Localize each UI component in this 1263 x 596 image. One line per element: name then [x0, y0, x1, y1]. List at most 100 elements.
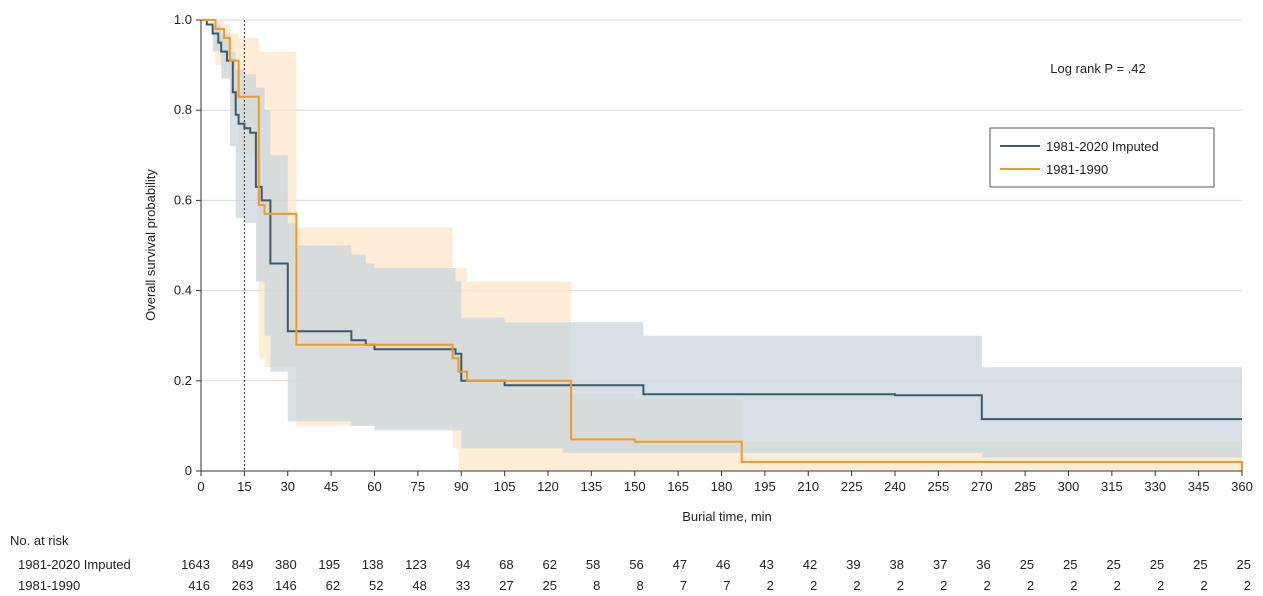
risk-cell: 56 — [629, 557, 643, 572]
risk-table-values: 1643 849 380 195 138 123 94 68 62 58 56 47 46 43 42 39 3… — [181, 557, 1251, 593]
x-tick-label: 240 — [884, 479, 906, 494]
risk-cell: 380 — [275, 557, 297, 572]
risk-cell: 1643 — [181, 557, 210, 572]
risk-cell: 25 — [1150, 557, 1164, 572]
band-imputed — [201, 20, 1242, 458]
x-tick-label: 360 — [1231, 479, 1253, 494]
x-tick-label: 15 — [237, 479, 251, 494]
survival-curves — [201, 19, 1243, 471]
x-tick-label: 330 — [1144, 479, 1166, 494]
risk-cell: 263 — [232, 578, 254, 593]
x-tick-label: 0 — [197, 479, 204, 494]
x-tick-label: 195 — [754, 479, 776, 494]
risk-cell: 146 — [275, 578, 297, 593]
x-tick-label: 60 — [367, 479, 381, 494]
risk-cell: 38 — [890, 557, 904, 572]
risk-cell: 43 — [759, 557, 773, 572]
x-axis-label: Burial time, min — [682, 509, 772, 524]
risk-cell: 7 — [723, 578, 730, 593]
risk-cell: 2 — [1244, 578, 1251, 593]
risk-cell: 2 — [1200, 578, 1207, 593]
y-tick-label: 1.0 — [174, 12, 192, 27]
risk-cell: 2 — [1027, 578, 1034, 593]
risk-table-title: No. at risk — [10, 533, 69, 548]
x-tick-label: 45 — [324, 479, 338, 494]
risk-cell: 62 — [543, 557, 557, 572]
risk-cell: 25 — [1237, 557, 1251, 572]
risk-cell: 33 — [456, 578, 470, 593]
y-tick-label: 0.4 — [174, 283, 192, 298]
risk-cell: 2 — [853, 578, 860, 593]
x-tick-label: 315 — [1101, 479, 1123, 494]
risk-cell: 849 — [232, 557, 254, 572]
risk-cell: 8 — [637, 578, 644, 593]
risk-cell: 2 — [897, 578, 904, 593]
x-tick-label: 225 — [841, 479, 863, 494]
risk-cell: 416 — [188, 578, 210, 593]
risk-table: No. at risk 1981-2020 Imputed 1981-1990 … — [10, 533, 1251, 593]
risk-cell: 2 — [767, 578, 774, 593]
risk-cell: 2 — [1070, 578, 1077, 593]
risk-row-label-period: 1981-1990 — [18, 578, 80, 593]
risk-cell: 25 — [1063, 557, 1077, 572]
curve-period — [201, 19, 1243, 471]
risk-cell: 39 — [846, 557, 860, 572]
y-tick-label: 0.8 — [174, 102, 192, 117]
x-tick-label: 165 — [667, 479, 689, 494]
risk-row-label-imputed: 1981-2020 Imputed — [18, 557, 131, 572]
x-tick-label: 150 — [624, 479, 646, 494]
risk-cell: 42 — [803, 557, 817, 572]
x-tick-label: 105 — [494, 479, 516, 494]
risk-cell: 25 — [543, 578, 557, 593]
risk-cell: 68 — [499, 557, 513, 572]
risk-cell: 94 — [456, 557, 470, 572]
x-tick-label: 285 — [1014, 479, 1036, 494]
risk-cell: 58 — [586, 557, 600, 572]
risk-cell: 52 — [369, 578, 383, 593]
risk-cell: 48 — [412, 578, 426, 593]
risk-cell: 2 — [1114, 578, 1121, 593]
x-tick-label: 345 — [1188, 479, 1210, 494]
risk-cell: 8 — [593, 578, 600, 593]
y-tick-label: 0 — [185, 463, 192, 478]
risk-cell: 37 — [933, 557, 947, 572]
risk-cell: 36 — [976, 557, 990, 572]
x-tick-label: 90 — [454, 479, 468, 494]
x-tick-label: 135 — [581, 479, 603, 494]
legend-label-period: 1981-1990 — [1046, 162, 1108, 177]
risk-cell: 195 — [318, 557, 340, 572]
legend-label-imputed: 1981-2020 Imputed — [1046, 139, 1159, 154]
risk-cell: 46 — [716, 557, 730, 572]
risk-cell: 7 — [680, 578, 687, 593]
x-tick-label: 300 — [1058, 479, 1080, 494]
risk-cell: 2 — [1157, 578, 1164, 593]
risk-cell: 2 — [940, 578, 947, 593]
risk-cell: 2 — [984, 578, 991, 593]
confidence-bands — [201, 20, 1242, 471]
y-tick-label: 0.2 — [174, 373, 192, 388]
x-tick-label: 120 — [537, 479, 559, 494]
risk-cell: 138 — [362, 557, 384, 572]
x-tick-label: 75 — [411, 479, 425, 494]
legend-box — [989, 127, 1215, 188]
log-rank-annotation: Log rank P = .42 — [1050, 61, 1146, 76]
curve-imputed — [201, 19, 1242, 421]
legend: 1981-2020 Imputed 1981-1990 — [989, 127, 1215, 188]
axes: 0 0.2 0.4 0.6 0.8 1.0 0 15 30 45 60 75 90 105 120 135 15… — [174, 12, 1253, 494]
risk-cell: 25 — [1106, 557, 1120, 572]
x-tick-label: 255 — [928, 479, 950, 494]
x-tick-label: 210 — [797, 479, 819, 494]
x-tick-label: 270 — [971, 479, 993, 494]
x-tick-label: 30 — [281, 479, 295, 494]
x-tick-label: 180 — [711, 479, 733, 494]
y-tick-label: 0.6 — [174, 192, 192, 207]
risk-cell: 25 — [1193, 557, 1207, 572]
risk-cell: 27 — [499, 578, 513, 593]
risk-cell: 25 — [1020, 557, 1034, 572]
risk-cell: 123 — [405, 557, 427, 572]
risk-cell: 62 — [326, 578, 340, 593]
risk-cell: 2 — [810, 578, 817, 593]
risk-cell: 47 — [673, 557, 687, 572]
y-axis-label: Overall survival probability — [143, 169, 158, 321]
